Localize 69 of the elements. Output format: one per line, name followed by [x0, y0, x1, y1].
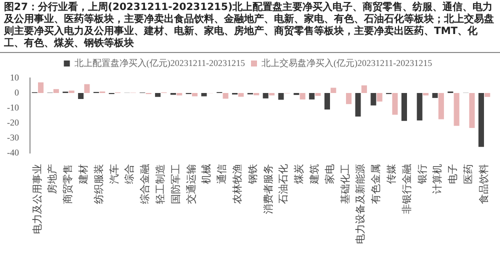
bar	[222, 93, 228, 99]
x-tick-label: 综合金融	[139, 164, 152, 204]
bar	[84, 84, 90, 93]
legend-label: 北上交易盘净买入(亿元)20231211-20231215	[262, 58, 433, 68]
y-tick-label: 10	[10, 72, 20, 82]
bar	[192, 93, 198, 96]
x-tick-label: 石油石化	[278, 164, 290, 204]
bar	[416, 93, 422, 120]
bar	[401, 93, 407, 121]
x-tick-label: 家电	[324, 164, 336, 184]
x-tick-label: 商贸零售	[62, 164, 74, 204]
bar	[38, 82, 44, 93]
bar	[346, 93, 352, 104]
x-tick-label: 轻工制造	[154, 164, 166, 204]
x-tick-label: 有色金属	[370, 164, 382, 204]
bar	[478, 93, 484, 147]
bar	[262, 93, 268, 98]
bar	[78, 93, 84, 99]
bar	[454, 93, 460, 126]
x-tick-label: 国防军工	[170, 164, 182, 204]
x-tick-label: 计算机	[432, 164, 444, 194]
bar	[278, 93, 284, 100]
x-tick-label: 农林牧渔	[231, 164, 244, 204]
x-tick-label: 消费者服务	[262, 164, 274, 214]
bar	[484, 93, 490, 97]
bar	[309, 93, 315, 100]
bar	[469, 93, 475, 128]
bar	[238, 93, 244, 97]
x-tick-label: 医药	[462, 164, 474, 184]
x-tick-label: 传媒	[386, 164, 398, 184]
y-tick-label: -40	[6, 147, 20, 158]
chart-title: 图27：分行业看，上周(20231211-20231215)北上配置盘主要净买入电子、商贸零售、纺服、通信、电力及公用事业、医药等板块，主要净卖出食品饮料、金融地产、电新、家电、有色、石油石化等板块；北上交易盘则主要净买入电力及公用事业、建材、电新、家电、房地产、商贸零售等板块，主要净卖出医药、TMT、化工、有色、煤炭、钢铁等板块	[0, 0, 500, 53]
bar	[376, 93, 382, 102]
legend-label: 北上配置盘净买入(亿元)20231211-20231215	[74, 58, 246, 68]
x-tick-label: 电力及公用事业	[31, 164, 44, 234]
bar	[315, 93, 321, 96]
bar	[432, 93, 438, 98]
x-tick-label: 机械	[200, 164, 213, 184]
bar	[370, 93, 376, 106]
x-tick-label: 非银行金融	[400, 164, 413, 214]
bar	[324, 93, 330, 110]
x-tick-label: 通信	[216, 164, 228, 184]
bar	[355, 93, 361, 117]
x-tick-label: 建材	[77, 164, 90, 185]
y-tick-label: -10	[6, 102, 20, 112]
bar	[53, 89, 59, 93]
x-tick-label: 房地产	[46, 164, 59, 194]
bar	[330, 88, 336, 93]
x-tick-label: 电子	[447, 164, 460, 184]
x-tick-label: 钢铁	[246, 164, 259, 185]
bar	[155, 93, 161, 97]
x-tick-label: 基础化工	[339, 164, 352, 204]
x-tick-label: 煤炭	[293, 164, 306, 184]
x-tick-label: 综合	[124, 164, 136, 184]
x-tick-label: 交通运输	[185, 164, 198, 204]
y-tick-label: 0	[14, 87, 20, 98]
x-tick-label: 汽车	[108, 164, 120, 184]
x-tick-label: 纺织服装	[92, 164, 105, 204]
bar	[300, 93, 306, 100]
x-tick-label: 建筑	[308, 164, 320, 185]
bar	[201, 93, 207, 96]
bar	[392, 93, 398, 115]
x-tick-label: 食品饮料	[478, 164, 490, 204]
y-tick-label: -20	[6, 117, 20, 128]
x-tick-label: 银行	[417, 164, 428, 185]
x-tick-label: 电力设备及新能源	[354, 164, 367, 244]
bar	[361, 85, 367, 93]
y-tick-label: -30	[6, 132, 20, 142]
bar	[438, 93, 444, 120]
